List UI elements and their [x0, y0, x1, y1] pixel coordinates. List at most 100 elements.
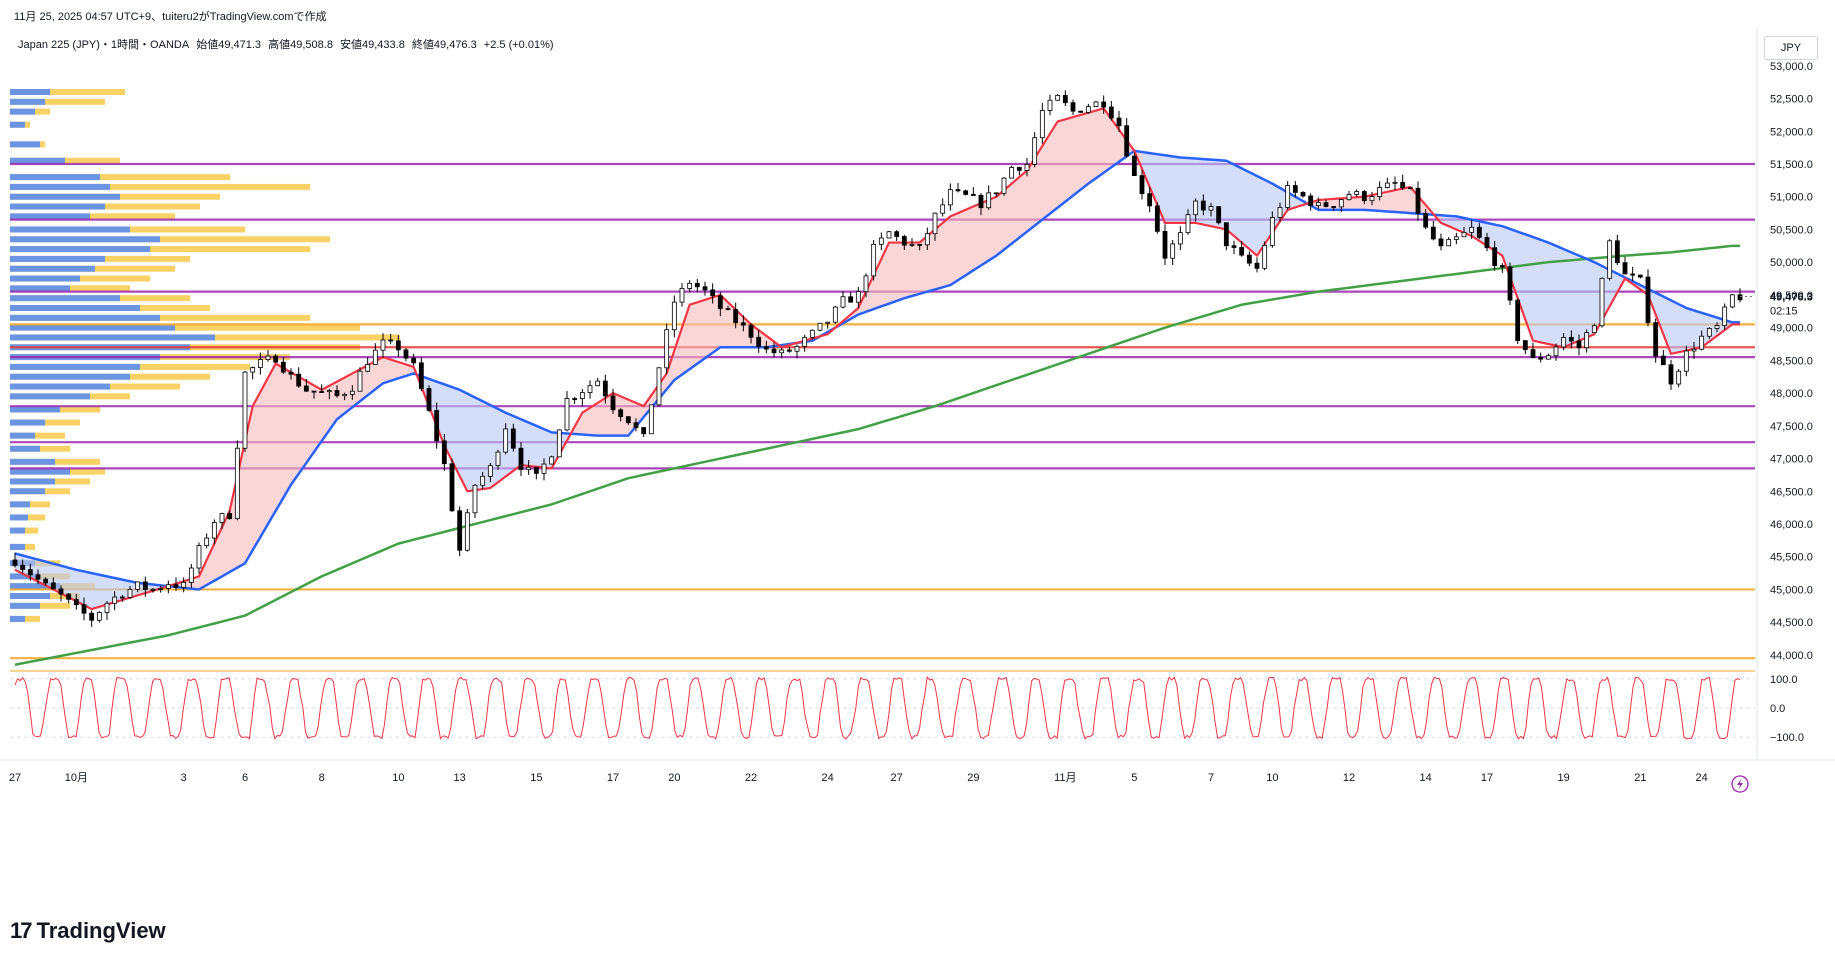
candle-body[interactable]: [625, 416, 631, 424]
candle-body[interactable]: [1016, 167, 1022, 171]
candle-body[interactable]: [250, 367, 256, 373]
ema-slow-line[interactable]: [14, 244, 1740, 666]
candle-body[interactable]: [1331, 206, 1337, 208]
candle-body[interactable]: [357, 370, 363, 392]
candle-body[interactable]: [518, 447, 524, 470]
candle-body[interactable]: [1300, 192, 1306, 197]
candle-body[interactable]: [1346, 194, 1352, 201]
candle-body[interactable]: [487, 465, 493, 477]
oscillator-line[interactable]: [14, 676, 1741, 740]
candle-body[interactable]: [940, 204, 946, 214]
candle-body[interactable]: [848, 296, 854, 303]
candle-body[interactable]: [365, 364, 371, 372]
candle-body[interactable]: [372, 349, 378, 365]
candle-body[interactable]: [1001, 177, 1007, 194]
candle-body[interactable]: [1729, 294, 1735, 308]
candle-body[interactable]: [242, 371, 248, 449]
candle-body[interactable]: [296, 373, 302, 387]
candle-body[interactable]: [978, 194, 984, 209]
candle-body[interactable]: [1530, 349, 1536, 358]
candle-body[interactable]: [1009, 167, 1015, 179]
candle-body[interactable]: [1269, 217, 1275, 246]
candle-body[interactable]: [702, 286, 708, 291]
candle-body[interactable]: [50, 582, 56, 590]
candle-body[interactable]: [349, 390, 355, 395]
candle-body[interactable]: [1039, 110, 1045, 139]
candle-body[interactable]: [1085, 106, 1091, 113]
candle-body[interactable]: [595, 380, 601, 387]
candle-body[interactable]: [1124, 125, 1130, 157]
candle-body[interactable]: [1507, 266, 1513, 301]
candle-body[interactable]: [1653, 322, 1659, 357]
candle-body[interactable]: [1522, 340, 1528, 351]
candle-body[interactable]: [1070, 102, 1076, 112]
candle-body[interactable]: [886, 231, 892, 239]
candle-body[interactable]: [1208, 206, 1214, 211]
candle-body[interactable]: [671, 301, 677, 331]
symbol-name[interactable]: Japan 225 (JPY)・1時間・OANDA: [18, 39, 190, 51]
candle-body[interactable]: [825, 321, 831, 324]
candle-body[interactable]: [1277, 207, 1283, 218]
candle-body[interactable]: [633, 422, 639, 428]
candle-body[interactable]: [280, 361, 286, 373]
candle-body[interactable]: [1499, 265, 1505, 268]
candle-body[interactable]: [809, 329, 815, 338]
candle-body[interactable]: [1683, 350, 1689, 372]
candle-body[interactable]: [449, 463, 455, 512]
candle-body[interactable]: [909, 244, 915, 246]
candle-body[interactable]: [993, 192, 999, 195]
candle-body[interactable]: [1231, 245, 1237, 248]
candle-body[interactable]: [1576, 340, 1582, 349]
candle-body[interactable]: [1101, 101, 1107, 108]
ema-mid-line[interactable]: [14, 149, 1740, 591]
candle-body[interactable]: [173, 584, 179, 588]
candle-body[interactable]: [763, 346, 769, 350]
candle-body[interactable]: [556, 429, 562, 458]
candle-body[interactable]: [794, 345, 800, 352]
candle-body[interactable]: [656, 367, 662, 406]
candle-body[interactable]: [1262, 244, 1268, 269]
candle-body[interactable]: [1676, 370, 1682, 385]
candle-body[interactable]: [549, 456, 555, 465]
candle-body[interactable]: [441, 440, 447, 465]
candle-body[interactable]: [58, 588, 64, 595]
candle-body[interactable]: [1668, 364, 1674, 385]
candle-body[interactable]: [955, 189, 961, 192]
candle-body[interactable]: [380, 339, 386, 351]
candle-body[interactable]: [388, 339, 394, 342]
candle-body[interactable]: [27, 569, 33, 576]
candle-body[interactable]: [963, 190, 969, 195]
candle-body[interactable]: [572, 398, 578, 400]
candle-body[interactable]: [679, 288, 685, 303]
candle-body[interactable]: [418, 362, 424, 389]
candle-body[interactable]: [510, 428, 516, 449]
candle-body[interactable]: [756, 336, 762, 347]
candle-body[interactable]: [1216, 206, 1222, 224]
candle-body[interactable]: [1369, 196, 1375, 202]
candle-body[interactable]: [211, 522, 217, 539]
candle-body[interactable]: [1622, 262, 1628, 275]
candle-body[interactable]: [1645, 276, 1651, 324]
candle-body[interactable]: [403, 349, 409, 359]
candle-body[interactable]: [104, 602, 110, 613]
candle-body[interactable]: [802, 336, 808, 347]
candle-body[interactable]: [188, 567, 194, 583]
candle-body[interactable]: [303, 385, 309, 392]
candle-body[interactable]: [219, 513, 225, 523]
candle-body[interactable]: [1446, 239, 1452, 247]
candle-body[interactable]: [395, 340, 401, 351]
candle-body[interactable]: [817, 322, 823, 331]
candle-body[interactable]: [273, 355, 279, 363]
candle-body[interactable]: [1660, 355, 1666, 366]
candle-body[interactable]: [1315, 202, 1321, 207]
candle-body[interactable]: [464, 512, 470, 551]
candle-body[interactable]: [150, 588, 156, 591]
candle-body[interactable]: [66, 593, 72, 600]
candle-body[interactable]: [1584, 332, 1590, 349]
candle-body[interactable]: [342, 393, 348, 397]
candle-body[interactable]: [748, 324, 754, 338]
candle-body[interactable]: [326, 390, 332, 393]
candle-body[interactable]: [1323, 202, 1329, 207]
candle-body[interactable]: [165, 584, 171, 589]
candle-body[interactable]: [1453, 236, 1459, 240]
